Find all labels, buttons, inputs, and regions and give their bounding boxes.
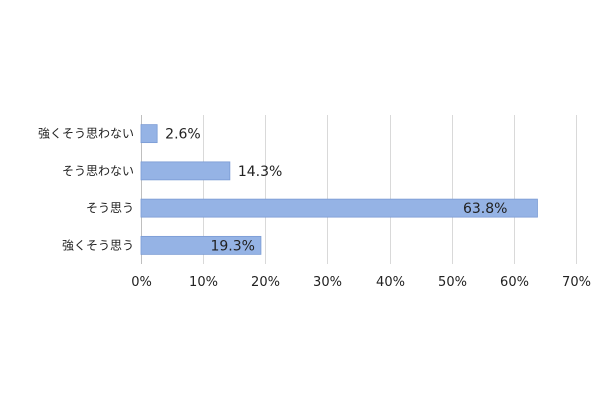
x-tick-label: 10% [189,275,218,290]
category-label: 強くそう思う [62,238,134,252]
bar [140,124,158,144]
data-label: 2.6% [165,127,201,143]
data-label: 14.3% [238,164,282,180]
bar [140,198,538,218]
x-tick-label: 70% [562,275,591,290]
labels: 0% 10% 20% 30% 40% 50% 60% 70% 強くそう思わない 2.6% そう思わな… [38,127,591,290]
bars [140,124,538,255]
category-label: 強くそう思わない [38,127,134,141]
bar [140,235,262,255]
x-tick-label: 0% [131,275,152,290]
x-tick-label: 30% [313,275,342,290]
gridlines [141,115,577,264]
x-tick-label: 20% [251,275,280,290]
category-label: そう思う [86,201,134,215]
category-label: そう思わない [62,164,134,178]
bar [140,161,231,181]
x-tick-label: 50% [438,275,467,290]
data-label: 63.8% [463,201,507,217]
data-label: 19.3% [210,238,254,254]
x-tick-label: 40% [376,275,405,290]
x-tick-label: 60% [500,275,529,290]
